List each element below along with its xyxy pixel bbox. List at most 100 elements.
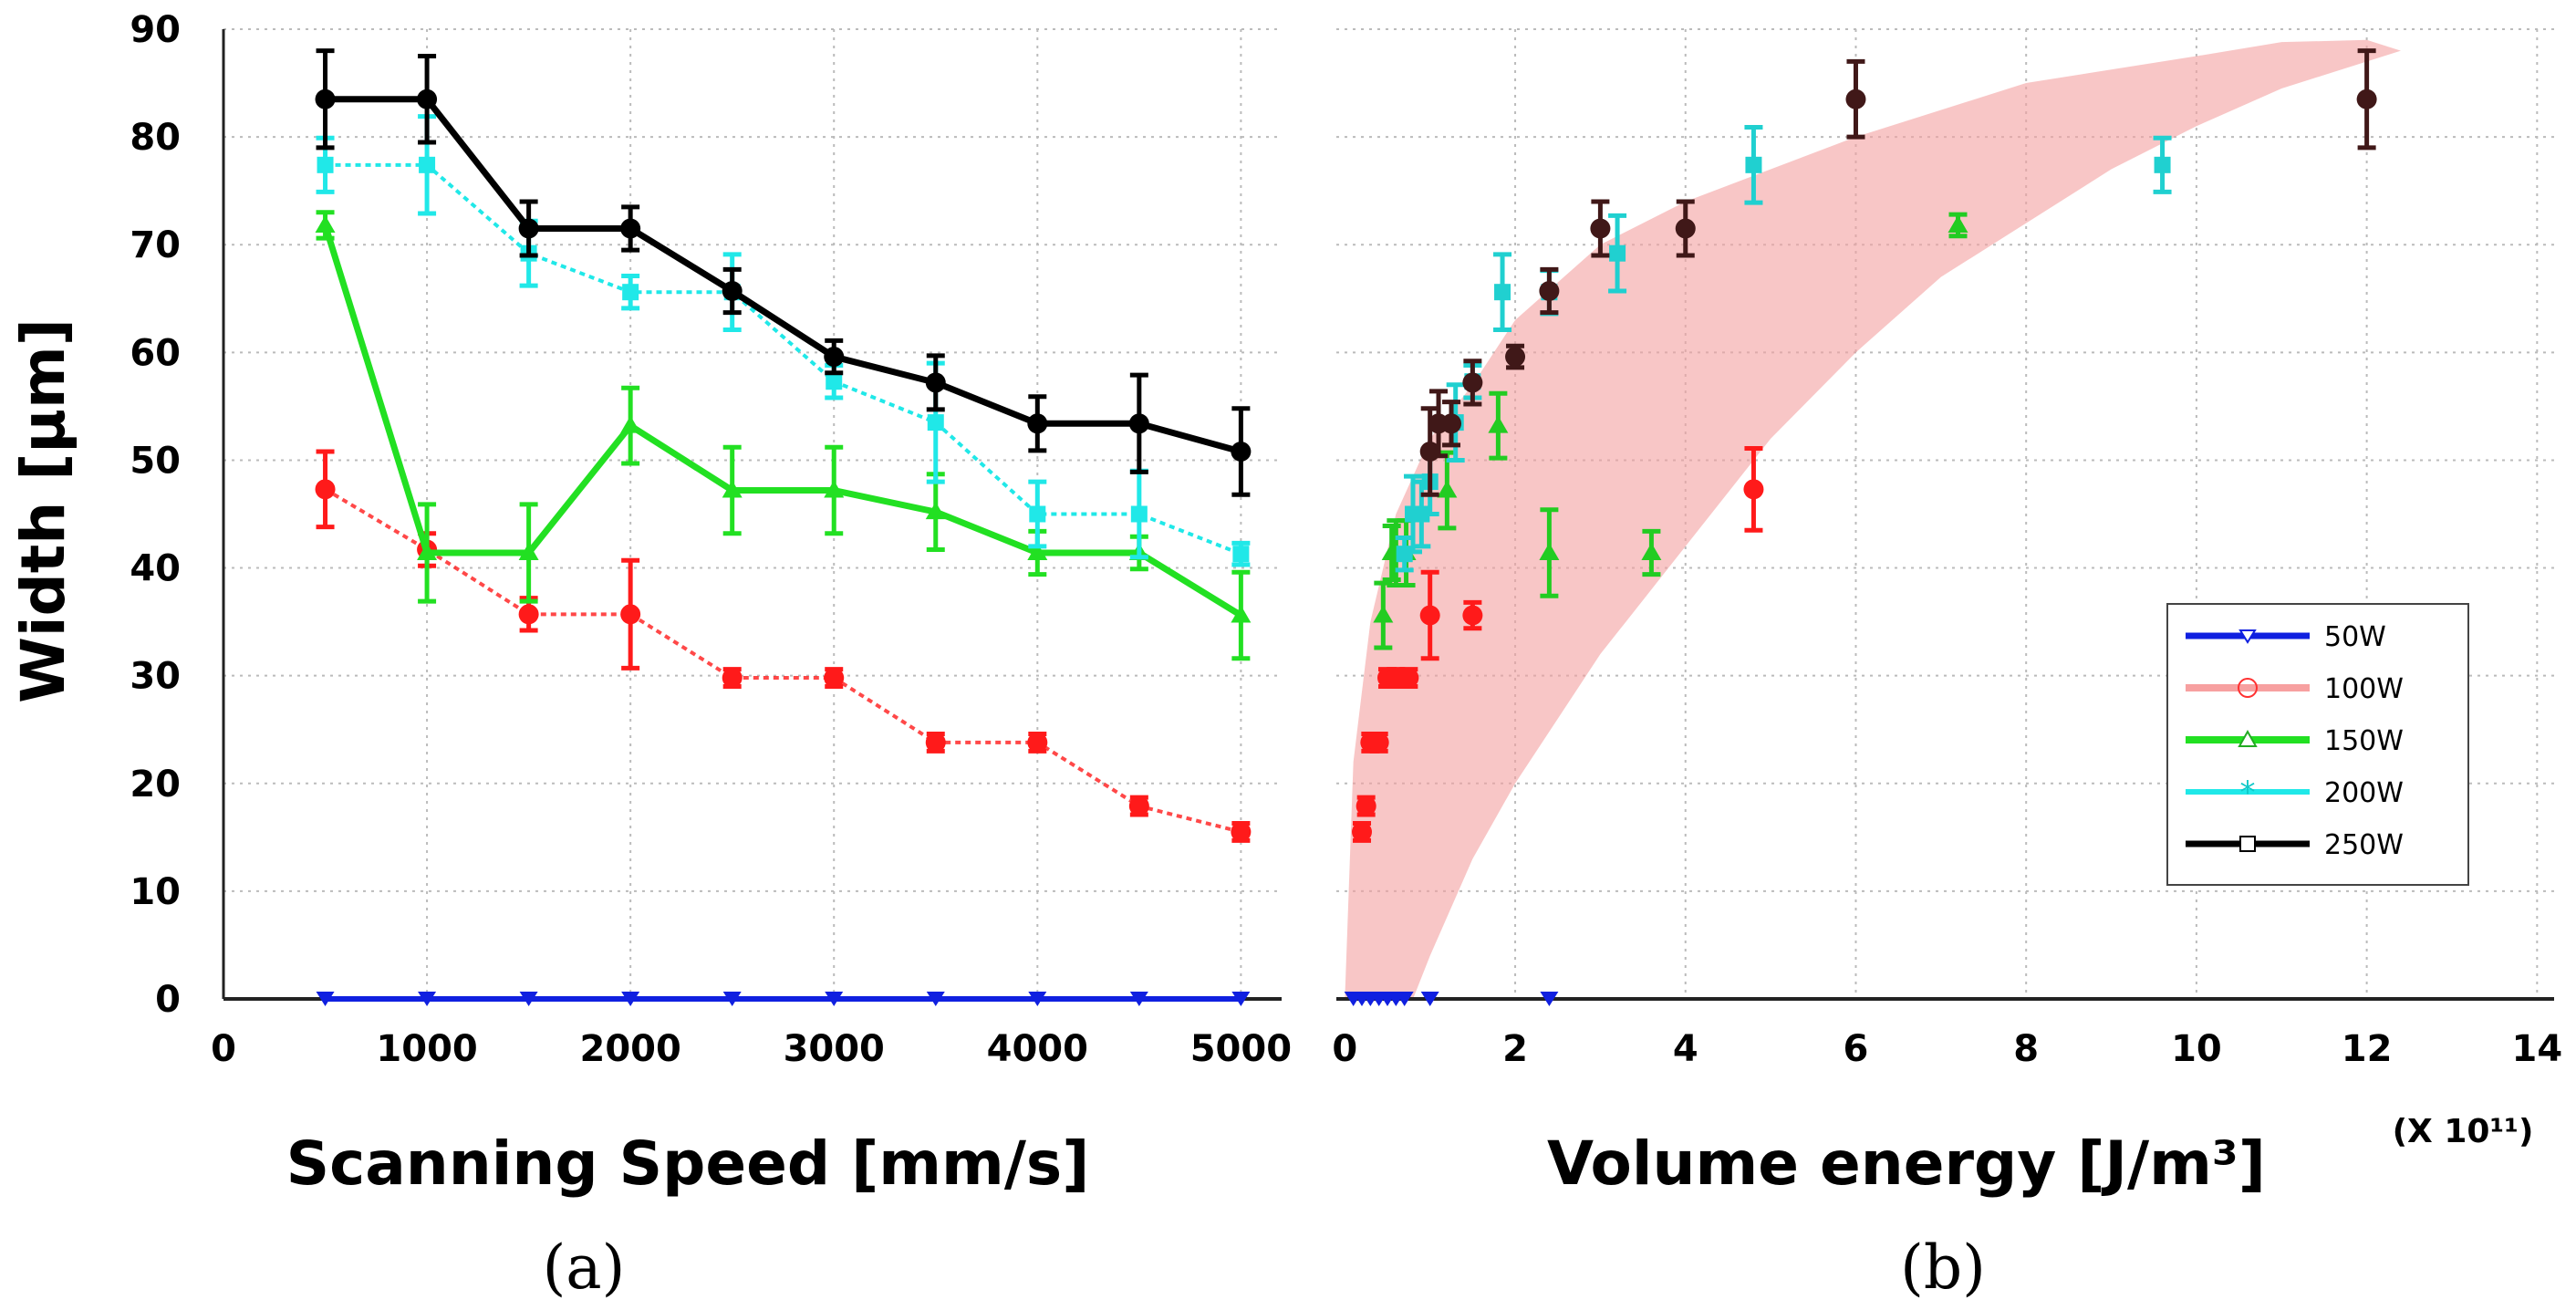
series-line bbox=[322, 224, 1243, 619]
data-point bbox=[620, 218, 641, 239]
series-line bbox=[325, 96, 1242, 455]
data-point bbox=[1373, 605, 1394, 623]
legend-box bbox=[2166, 603, 2469, 886]
data-point bbox=[1675, 218, 1696, 239]
data-point bbox=[1231, 992, 1251, 1006]
data-point bbox=[1027, 732, 1048, 753]
data-point bbox=[1128, 795, 1149, 816]
data-point bbox=[519, 992, 538, 1006]
data-point bbox=[927, 414, 944, 431]
series-150W bbox=[315, 210, 1252, 661]
legend-item-100W: 100W bbox=[2186, 673, 2404, 705]
data-point bbox=[722, 992, 742, 1006]
data-point bbox=[417, 543, 438, 561]
data-point bbox=[1232, 546, 1250, 563]
data-point bbox=[824, 480, 845, 498]
data-point bbox=[1743, 479, 1764, 500]
data-point bbox=[925, 502, 946, 520]
data-point bbox=[621, 992, 640, 1006]
panel-a-y-ticks: 0 10 20 30 40 50 60 70 80 90 bbox=[130, 9, 181, 1021]
y-tick-label: 40 bbox=[130, 548, 181, 590]
data-point bbox=[2154, 156, 2171, 173]
data-point bbox=[1641, 543, 1662, 561]
data-point bbox=[622, 284, 639, 301]
data-point bbox=[1128, 413, 1149, 434]
legend-label: 150W bbox=[2324, 725, 2404, 757]
data-point bbox=[518, 543, 539, 561]
y-tick-label: 10 bbox=[130, 871, 181, 913]
data-point bbox=[418, 992, 437, 1006]
data-point bbox=[1441, 413, 1462, 434]
x-tick-label: 0 bbox=[1332, 1028, 1357, 1070]
x-tick-label: 8 bbox=[2013, 1028, 2039, 1070]
data-point bbox=[926, 992, 945, 1006]
panel-b-series bbox=[1344, 48, 2377, 1006]
legend-items: 50W 100W 150W * 200W 250W bbox=[2186, 621, 2404, 861]
legend-label: 100W bbox=[2324, 673, 2404, 705]
series-50W bbox=[1344, 992, 1559, 1006]
data-point bbox=[2356, 88, 2377, 109]
data-point bbox=[1948, 214, 1968, 233]
legend-marker bbox=[2238, 678, 2258, 698]
data-point bbox=[1462, 372, 1483, 393]
data-point bbox=[1356, 795, 1376, 816]
series-line bbox=[325, 162, 1242, 556]
legend-item-200W: * 200W bbox=[2186, 775, 2404, 811]
legend-label: 250W bbox=[2324, 829, 2404, 861]
series-100W bbox=[1352, 445, 1764, 843]
x-multiplier: (X 10¹¹) bbox=[2393, 1113, 2534, 1150]
data-point bbox=[1590, 218, 1611, 239]
x-tick-label: 2000 bbox=[579, 1028, 680, 1070]
series-200W bbox=[1395, 124, 2172, 573]
panel-a-label: (a) bbox=[543, 1232, 626, 1303]
y-tick-label: 60 bbox=[130, 332, 181, 374]
x-tick-label: 5000 bbox=[1190, 1028, 1292, 1070]
data-point bbox=[824, 668, 845, 689]
series-200W bbox=[316, 114, 1251, 567]
data-point bbox=[419, 156, 436, 173]
data-point bbox=[1130, 505, 1148, 523]
data-point bbox=[1420, 992, 1439, 1006]
data-point bbox=[1395, 992, 1414, 1006]
data-point bbox=[826, 373, 843, 390]
data-point bbox=[722, 668, 743, 689]
data-point bbox=[1539, 543, 1560, 561]
data-point bbox=[620, 415, 641, 433]
data-point bbox=[315, 88, 336, 109]
data-point bbox=[1437, 480, 1458, 498]
data-point bbox=[1231, 605, 1252, 623]
y-tick-label: 30 bbox=[130, 656, 181, 698]
x-tick-label: 0 bbox=[211, 1028, 236, 1070]
y-tick-label: 80 bbox=[130, 117, 181, 159]
data-point bbox=[1539, 281, 1560, 302]
data-point bbox=[1231, 821, 1252, 842]
x-tick-label: 4 bbox=[1673, 1028, 1698, 1070]
data-point bbox=[1505, 347, 1526, 368]
data-point bbox=[722, 281, 743, 302]
data-point bbox=[1540, 992, 1559, 1006]
data-point bbox=[1029, 505, 1046, 523]
panel-a-x-ticks: 0 1000 2000 3000 4000 5000 bbox=[211, 1028, 1292, 1070]
data-point bbox=[417, 88, 438, 109]
data-point bbox=[1352, 821, 1373, 842]
data-point bbox=[1494, 284, 1511, 301]
panel-b-x-ticks: 0 2 4 6 8 10 12 14 bbox=[1332, 1028, 2562, 1070]
legend-label: 200W bbox=[2324, 777, 2404, 809]
legend-marker bbox=[2238, 629, 2257, 644]
data-point bbox=[620, 604, 641, 625]
data-point bbox=[315, 479, 336, 500]
series-150W bbox=[1373, 212, 1968, 650]
data-point bbox=[1129, 992, 1148, 1006]
y-tick-label: 90 bbox=[130, 9, 181, 51]
legend-label: 50W bbox=[2324, 621, 2386, 653]
data-point bbox=[1419, 605, 1440, 626]
data-point bbox=[1028, 992, 1047, 1006]
data-point bbox=[1462, 605, 1483, 626]
data-point bbox=[1027, 543, 1048, 561]
data-point bbox=[1488, 415, 1509, 433]
data-point bbox=[317, 156, 334, 173]
data-point bbox=[925, 372, 946, 393]
y-tick-label: 0 bbox=[155, 979, 181, 1021]
data-point bbox=[1745, 156, 1762, 173]
